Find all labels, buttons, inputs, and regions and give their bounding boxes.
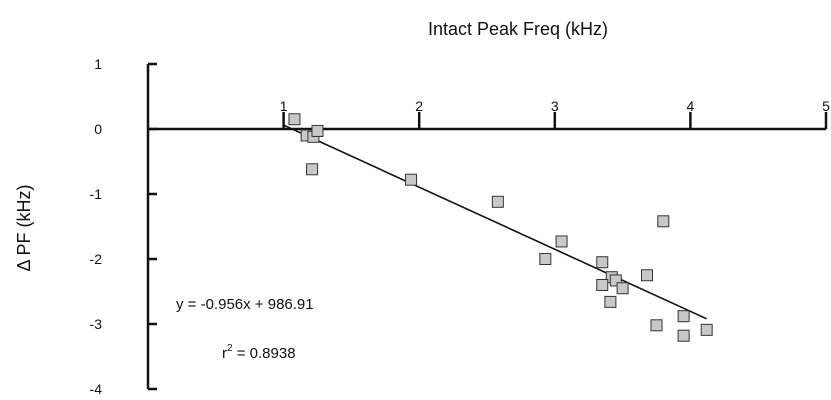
data-point	[491, 195, 504, 208]
x-tick-label: 5	[822, 98, 830, 114]
y-tick-label: -2	[90, 251, 103, 267]
data-point	[288, 113, 301, 126]
ticks: 1 0 -1 -2 -3 -4 1 2 3 4 5	[90, 56, 831, 397]
x-axis-title: Intact Peak Freq (kHz)	[428, 19, 608, 39]
data-points	[288, 113, 713, 342]
data-point	[311, 124, 324, 137]
axes	[146, 64, 826, 389]
data-point	[677, 329, 690, 342]
data-point	[539, 253, 552, 265]
x-tick-label: 3	[551, 98, 559, 114]
data-point	[306, 163, 319, 176]
data-point	[677, 310, 690, 323]
x-tick-label: 1	[280, 98, 288, 114]
y-tick-label: -1	[90, 186, 103, 202]
x-tick-label: 2	[415, 98, 423, 114]
data-point	[641, 269, 654, 282]
data-point	[700, 323, 713, 336]
y-axis-title: Δ PF (kHz)	[14, 184, 34, 271]
regression-equation: y = -0.956x + 986.91	[176, 296, 314, 313]
data-point	[596, 256, 609, 269]
data-point	[405, 173, 418, 186]
data-point	[616, 282, 629, 295]
r-squared-value: = 0.8938	[233, 345, 296, 362]
r-squared-annotation: r2 = 0.8938	[222, 343, 296, 362]
data-point	[650, 319, 663, 332]
data-point	[596, 279, 609, 291]
data-point	[604, 295, 617, 308]
r-squared-exponent: 2	[227, 343, 233, 354]
x-tick-label: 4	[687, 98, 695, 114]
y-tick-label: -4	[90, 381, 103, 397]
y-tick-label: -3	[90, 316, 103, 332]
y-tick-label: 1	[94, 56, 102, 72]
data-point	[609, 274, 622, 287]
data-point	[555, 235, 568, 248]
y-tick-label: 0	[94, 121, 102, 137]
trendline	[283, 124, 708, 320]
r-squared-base: r	[222, 345, 227, 362]
data-point	[657, 215, 670, 228]
